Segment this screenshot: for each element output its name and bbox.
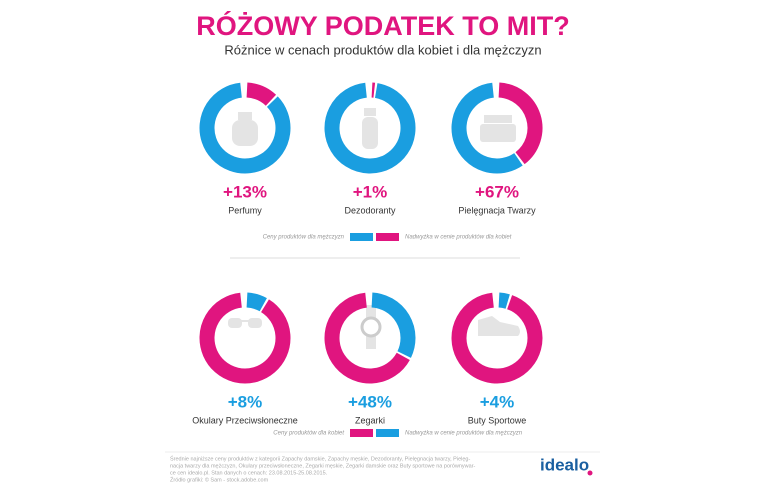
- extra-arc: [246, 82, 277, 106]
- value-label: +1%: [353, 182, 388, 201]
- legend-label: Ceny produktów dla mężczyzn: [263, 235, 345, 241]
- shoe-icon: [478, 316, 520, 336]
- title: RÓŻOWY PODATEK TO MIT?: [196, 10, 570, 41]
- value-label: +4%: [480, 392, 515, 411]
- legend-label: Nadwyżka w cenie produktów dla mężczyzn: [405, 431, 523, 437]
- category-label: Pielęgnacja Twarzy: [458, 205, 536, 215]
- footer-text: Średnie najniższe ceny produktów z kateg…: [170, 454, 470, 462]
- category-label: Zegarki: [355, 415, 385, 425]
- base-arc: [199, 292, 291, 384]
- perfume-icon: [232, 112, 258, 146]
- watch-icon: [360, 305, 382, 349]
- footer-text: Źródło grafiki: © Sam - stock.adobe.com: [170, 476, 269, 483]
- subtitle: Różnice w cenach produktów dla kobiet i …: [224, 42, 541, 57]
- legend-swatch: [376, 429, 399, 437]
- category-label: Perfumy: [228, 205, 262, 215]
- footer-text: nacja twarzy dla mężczyzn, Okulary przec…: [170, 463, 476, 469]
- base-arc: [451, 82, 523, 174]
- legend-swatch: [350, 429, 373, 437]
- legend-swatch: [376, 233, 399, 241]
- category-label: Dezodoranty: [344, 205, 396, 215]
- glasses-icon: [228, 318, 262, 328]
- value-label: +8%: [228, 392, 263, 411]
- deodorant-icon: [362, 108, 378, 149]
- base-arc: [324, 292, 410, 384]
- extra-arc: [498, 82, 543, 165]
- base-arc: [451, 292, 543, 384]
- legend-label: Nadwyżka w cenie produktów dla kobiet: [405, 235, 512, 241]
- category-label: Buty Sportowe: [468, 415, 527, 425]
- value-label: +48%: [348, 392, 392, 411]
- value-label: +13%: [223, 182, 267, 201]
- logo-dot: [587, 470, 593, 476]
- extra-arc: [246, 292, 267, 312]
- extra-arc: [498, 292, 510, 309]
- extra-arc: [371, 292, 416, 358]
- legend-swatch: [350, 233, 373, 241]
- logo: idealo: [540, 455, 589, 474]
- category-label: Okulary Przeciwsłoneczne: [192, 415, 298, 425]
- base-arc: [324, 82, 416, 174]
- value-label: +67%: [475, 182, 519, 201]
- footer-text: ce cen idealo.pl. Stan danych o cenach: …: [170, 470, 328, 476]
- legend-label: Ceny produktów dla kobiet: [273, 431, 344, 437]
- cream-icon: [480, 115, 516, 142]
- base-arc: [199, 82, 291, 174]
